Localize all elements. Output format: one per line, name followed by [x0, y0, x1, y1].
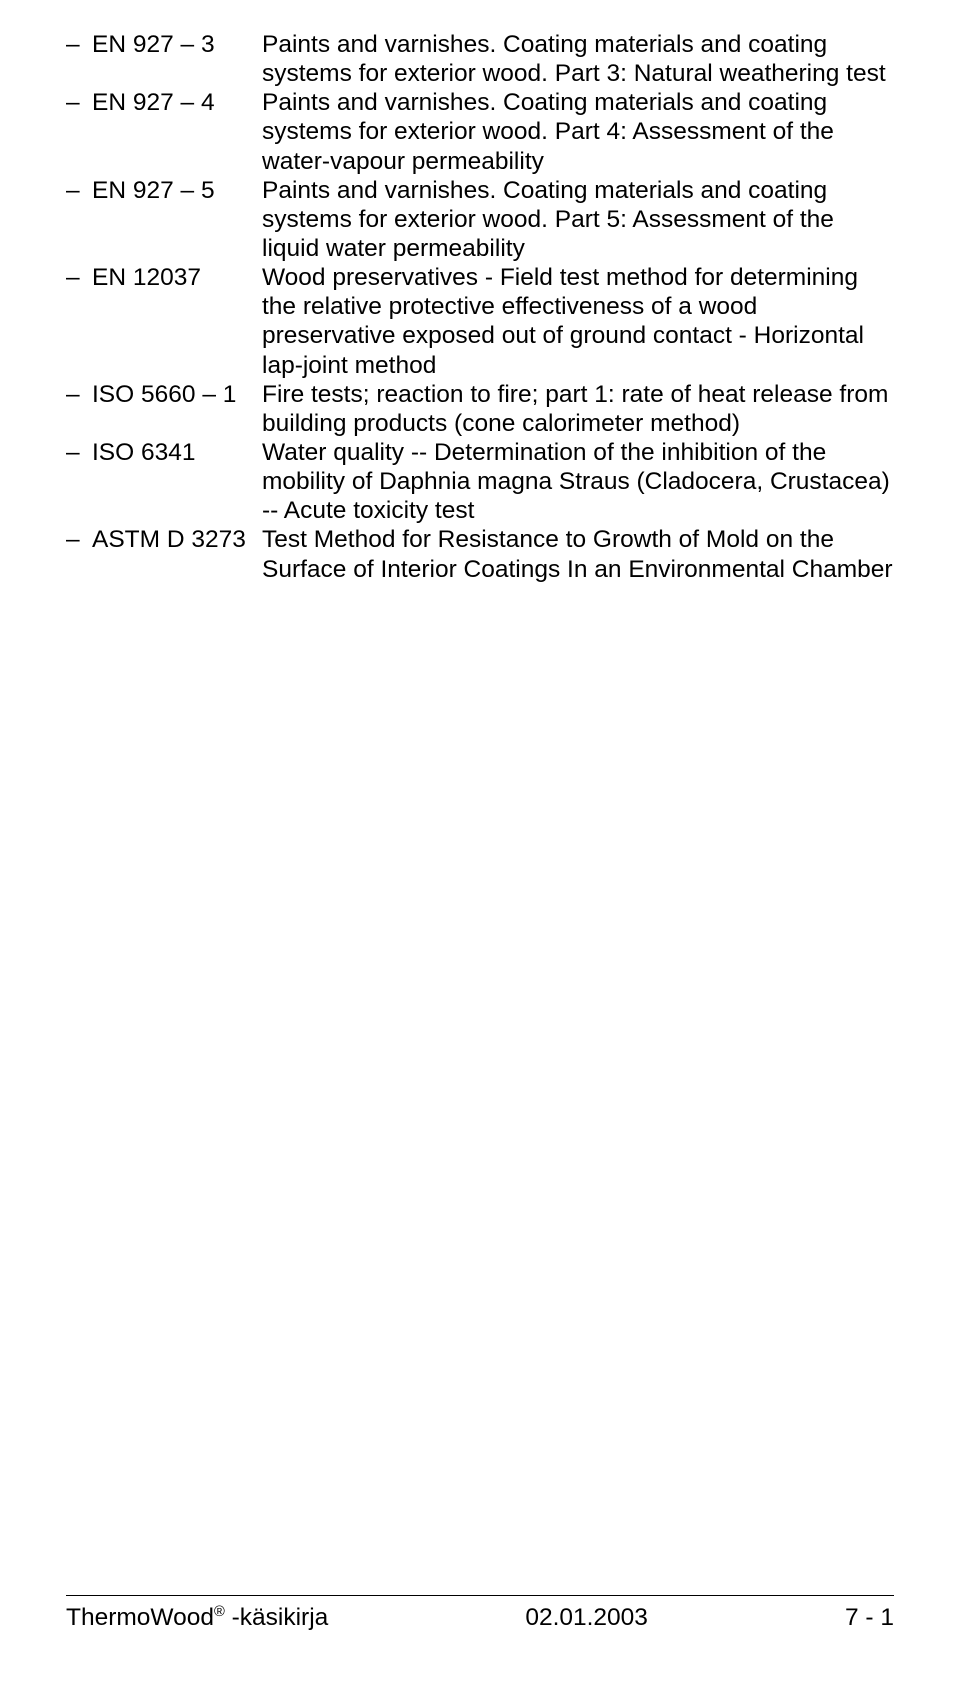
footer-title-suffix: -käsikirja — [225, 1604, 328, 1631]
standard-code: EN 927 – 3 — [92, 30, 262, 59]
standard-description: Test Method for Resistance to Growth of … — [262, 525, 894, 583]
standard-code: ASTM D 3273 — [92, 525, 262, 554]
page: – EN 927 – 3 Paints and varnishes. Coati… — [0, 0, 960, 1702]
list-dash: – — [66, 176, 92, 205]
standard-code: EN 12037 — [92, 263, 262, 292]
page-footer: ThermoWood® -käsikirja 02.01.2003 7 - 1 — [66, 1595, 894, 1632]
list-item: – EN 927 – 5 Paints and varnishes. Coati… — [66, 176, 894, 263]
standard-description: Wood preservatives - Field test method f… — [262, 263, 894, 380]
standard-code: ISO 5660 – 1 — [92, 380, 262, 409]
standard-description: Paints and varnishes. Coating materials … — [262, 30, 894, 88]
registered-symbol: ® — [214, 1604, 225, 1620]
standard-code: EN 927 – 4 — [92, 88, 262, 117]
list-item: – EN 927 – 3 Paints and varnishes. Coati… — [66, 30, 894, 88]
standard-description: Paints and varnishes. Coating materials … — [262, 88, 894, 175]
list-item: – ASTM D 3273 Test Method for Resistance… — [66, 525, 894, 583]
standards-list: – EN 927 – 3 Paints and varnishes. Coati… — [66, 30, 894, 584]
footer-title: ThermoWood® -käsikirja — [66, 1604, 328, 1632]
list-dash: – — [66, 525, 92, 554]
list-dash: – — [66, 438, 92, 467]
list-dash: – — [66, 380, 92, 409]
standard-description: Fire tests; reaction to fire; part 1: ra… — [262, 380, 894, 438]
list-dash: – — [66, 30, 92, 59]
list-dash: – — [66, 263, 92, 292]
footer-title-prefix: ThermoWood — [66, 1604, 214, 1631]
standard-description: Paints and varnishes. Coating materials … — [262, 176, 894, 263]
list-item: – EN 12037 Wood preservatives - Field te… — [66, 263, 894, 380]
list-dash: – — [66, 88, 92, 117]
standard-code: EN 927 – 5 — [92, 176, 262, 205]
list-item: – EN 927 – 4 Paints and varnishes. Coati… — [66, 88, 894, 175]
footer-page-number: 7 - 1 — [845, 1604, 894, 1632]
list-item: – ISO 5660 – 1 Fire tests; reaction to f… — [66, 380, 894, 438]
standard-code: ISO 6341 — [92, 438, 262, 467]
list-item: – ISO 6341 Water quality -- Determinatio… — [66, 438, 894, 525]
footer-date: 02.01.2003 — [328, 1604, 845, 1632]
standard-description: Water quality -- Determination of the in… — [262, 438, 894, 525]
